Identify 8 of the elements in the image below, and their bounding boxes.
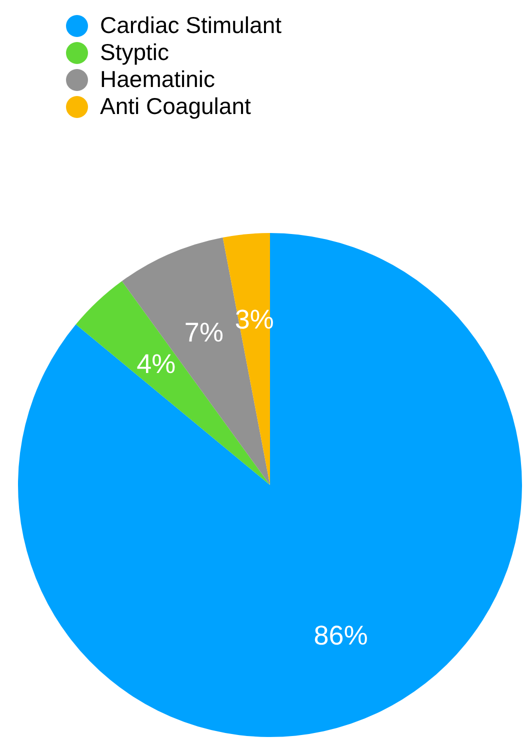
legend-label: Anti Coagulant [100, 93, 251, 120]
legend-label: Haematinic [100, 66, 216, 93]
data-label: 86% [314, 620, 368, 650]
data-label: 4% [136, 348, 176, 379]
legend-label: Cardiac Stimulant [100, 12, 282, 39]
legend-label: Styptic [100, 39, 170, 66]
data-label: 7% [184, 317, 224, 348]
pie-slice [18, 233, 522, 737]
